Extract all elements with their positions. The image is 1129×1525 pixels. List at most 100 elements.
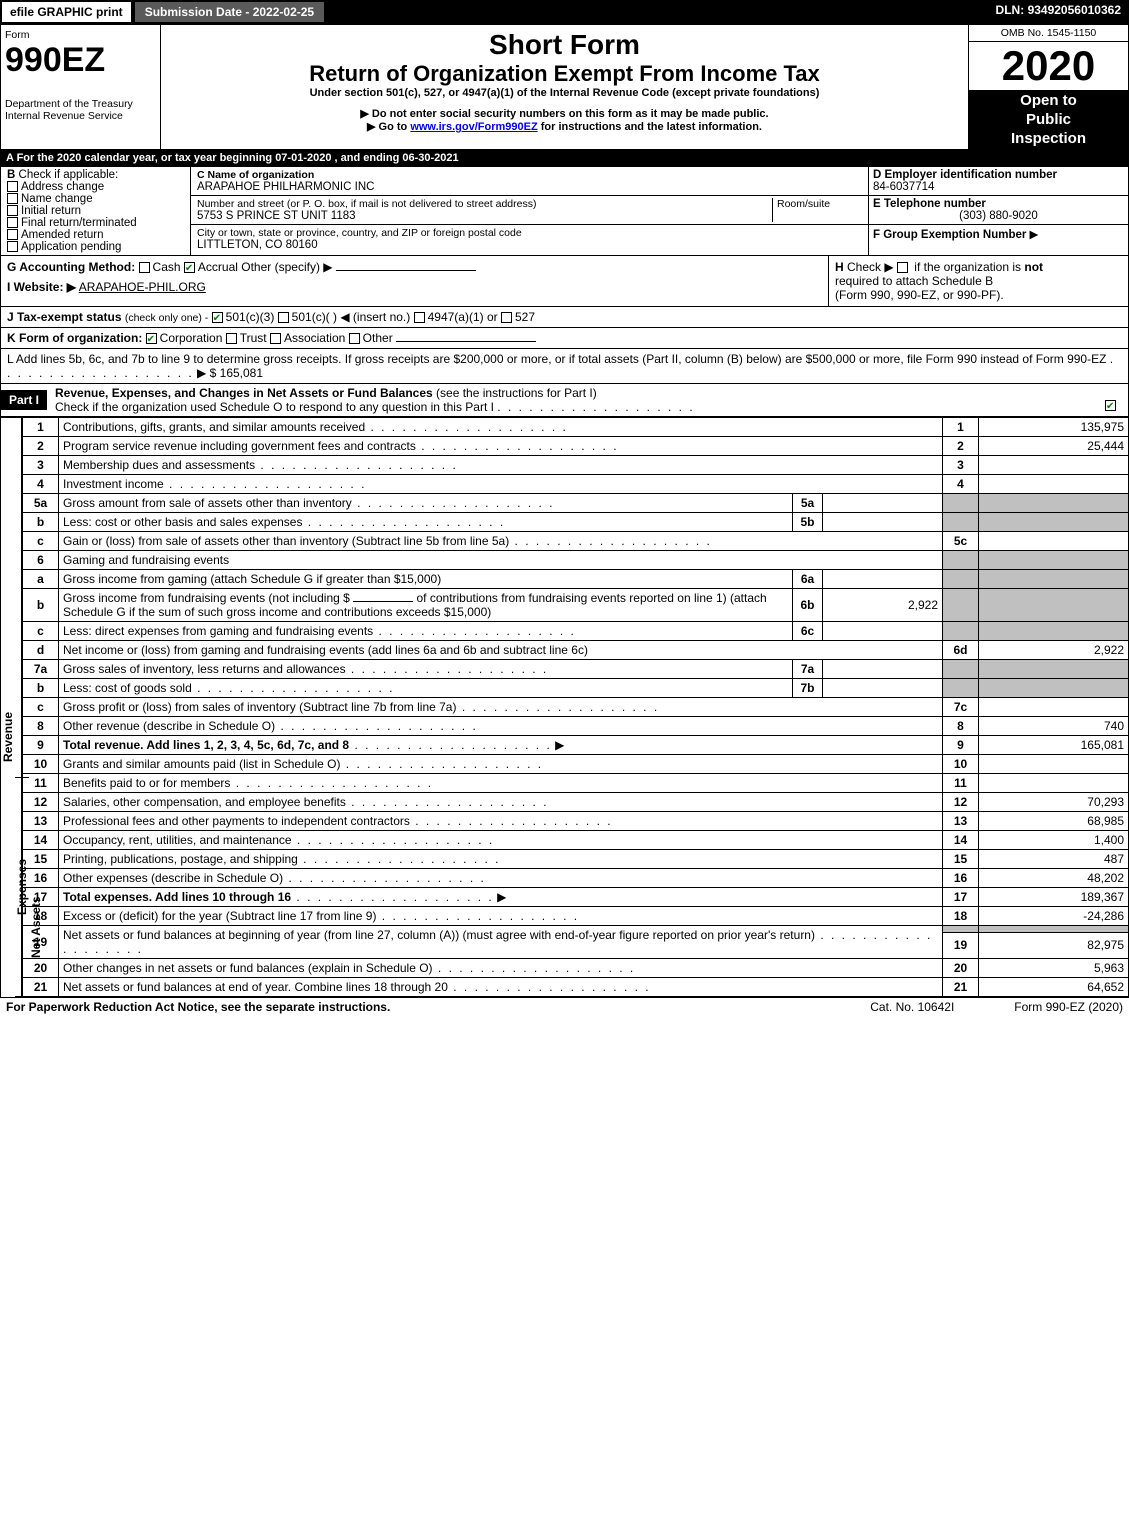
lbl-final-return: Final return/terminated <box>21 217 137 229</box>
ldt: Investment income <box>63 477 164 491</box>
cb-initial-return[interactable] <box>7 205 18 216</box>
cb-501c[interactable] <box>278 312 289 323</box>
cb-part1-schedo[interactable] <box>1105 400 1116 411</box>
dots-icon <box>416 439 619 453</box>
table-row: 10 Grants and similar amounts paid (list … <box>23 755 1129 774</box>
rn-shade <box>943 622 979 641</box>
table-row: 8Other revenue (describe in Schedule O)8… <box>23 717 1129 736</box>
dots-icon <box>433 961 636 975</box>
table-row: 1Contributions, gifts, grants, and simil… <box>23 418 1129 437</box>
form-footer-label: Form 990-EZ (2020) <box>1014 1000 1123 1014</box>
line-j: J Tax-exempt status (check only one) - 5… <box>0 307 1129 328</box>
rn: 15 <box>943 850 979 869</box>
dots-icon <box>410 814 613 828</box>
ldt: Less: cost or other basis and sales expe… <box>63 515 302 529</box>
ldt: Total expenses. Add lines 10 through 16 <box>63 890 291 904</box>
lines-wrapper: Revenue Expenses Net Assets 1Contributio… <box>0 417 1129 997</box>
sv <box>823 622 943 641</box>
cb-corp[interactable] <box>146 333 157 344</box>
website-value[interactable]: ARAPAHOE-PHIL.ORG <box>79 280 206 294</box>
ldt: Less: cost of goods sold <box>63 681 192 695</box>
lbl-address-change: Address change <box>21 181 104 193</box>
rn: 10 <box>943 755 979 774</box>
form-word: Form <box>5 29 156 41</box>
dots-icon <box>352 496 555 510</box>
rn: 2 <box>943 437 979 456</box>
lbl-corp: Corporation <box>160 331 223 345</box>
cb-assoc[interactable] <box>270 333 281 344</box>
cb-h[interactable] <box>897 262 908 273</box>
table-row: dNet income or (loss) from gaming and fu… <box>23 641 1129 660</box>
ldt: Excess or (deficit) for the year (Subtra… <box>63 909 376 923</box>
city-label: City or town, state or province, country… <box>197 227 862 239</box>
ldt: Other expenses (describe in Schedule O) <box>63 871 283 885</box>
rn: 9 <box>943 736 979 755</box>
rn: 14 <box>943 831 979 850</box>
goto-link[interactable]: www.irs.gov/Form990EZ <box>410 121 537 133</box>
top-bar: efile GRAPHIC print Submission Date - 20… <box>0 0 1129 24</box>
table-row: 19Net assets or fund balances at beginni… <box>23 926 1129 933</box>
cb-other-org[interactable] <box>349 333 360 344</box>
cb-cash[interactable] <box>139 262 150 273</box>
ldt: Grants and similar amounts paid (list in… <box>63 757 340 771</box>
open-public-1: Open to <box>969 90 1128 111</box>
cb-trust[interactable] <box>226 333 237 344</box>
sv: 2,922 <box>823 589 943 622</box>
dots-icon <box>346 662 549 676</box>
street-value: 5753 S PRINCE ST UNIT 1183 <box>197 210 772 222</box>
table-row: 16Other expenses (describe in Schedule O… <box>23 869 1129 888</box>
rn: 12 <box>943 793 979 812</box>
ld: Gross profit or (loss) from sales of inv… <box>59 698 943 717</box>
cb-amended-return[interactable] <box>7 229 18 240</box>
part1-check-text: Check if the organization used Schedule … <box>55 400 494 414</box>
h-text2: if the organization is <box>914 260 1021 274</box>
cb-accrual[interactable] <box>184 262 195 273</box>
vlabel-col: Revenue Expenses Net Assets <box>0 417 22 997</box>
subtitle: Under section 501(c), 527, or 4947(a)(1)… <box>169 87 960 99</box>
part1-header-row: Part I Revenue, Expenses, and Changes in… <box>0 384 1129 417</box>
rv-shade <box>979 660 1129 679</box>
rv: 165,081 <box>979 736 1129 755</box>
bline6b-input[interactable] <box>353 601 413 602</box>
cb-527[interactable] <box>501 312 512 323</box>
table-row: cGross profit or (loss) from sales of in… <box>23 698 1129 717</box>
ln: 10 <box>23 755 59 774</box>
group-exemption-label: F Group Exemption Number <box>873 229 1026 241</box>
arrow-icon <box>494 890 507 904</box>
cb-application-pending[interactable] <box>7 241 18 252</box>
ln: b <box>23 589 59 622</box>
rv: 189,367 <box>979 888 1129 907</box>
ln: 7a <box>23 660 59 679</box>
ln: 8 <box>23 717 59 736</box>
rn: 7c <box>943 698 979 717</box>
sn: 7a <box>793 660 823 679</box>
rn: 1 <box>943 418 979 437</box>
vlabel-netassets: Net Assets <box>29 857 43 997</box>
cb-address-change[interactable] <box>7 181 18 192</box>
ld: Gross income from fundraising events (no… <box>59 589 793 622</box>
ld: Investment income <box>59 475 943 494</box>
rv-shade <box>979 622 1129 641</box>
h-text3: required to attach Schedule B <box>835 274 1122 288</box>
dots-icon <box>365 420 568 434</box>
return-title: Return of Organization Exempt From Incom… <box>169 61 960 87</box>
lbl-amended-return: Amended return <box>21 229 103 241</box>
other-method-input[interactable] <box>336 270 476 271</box>
cb-name-change[interactable] <box>7 193 18 204</box>
lbl-accrual: Accrual <box>198 260 238 274</box>
form-id-col: Form 990EZ Department of the Treasury In… <box>1 25 161 149</box>
table-row: 5aGross amount from sale of assets other… <box>23 494 1129 513</box>
cb-4947[interactable] <box>414 312 425 323</box>
cb-501c3[interactable] <box>212 312 223 323</box>
rn: 21 <box>943 978 979 997</box>
ln: 6 <box>23 551 59 570</box>
other-org-input[interactable] <box>396 341 536 342</box>
dept-treasury: Department of the Treasury <box>5 98 156 110</box>
lbl-application-pending: Application pending <box>21 241 121 253</box>
cb-final-return[interactable] <box>7 217 18 228</box>
sv <box>823 513 943 532</box>
part1-dots <box>497 400 694 414</box>
ld: Gross sales of inventory, less returns a… <box>59 660 793 679</box>
ld: Total expenses. Add lines 10 through 16 <box>59 888 943 907</box>
table-row: bLess: cost or other basis and sales exp… <box>23 513 1129 532</box>
